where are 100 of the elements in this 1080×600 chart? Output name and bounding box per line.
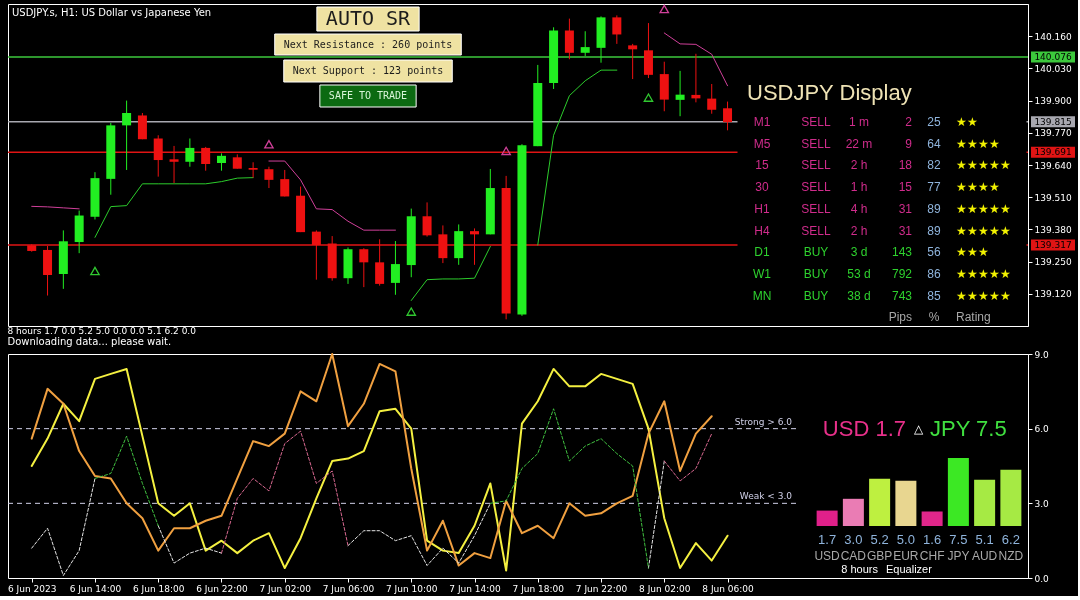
x-tick-label: JPY — [947, 549, 970, 563]
category-label: Rating — [956, 310, 991, 325]
point — [643, 93, 654, 102]
bar — [1000, 469, 1022, 526]
bar — [842, 498, 864, 526]
text: ★★★★★ — [956, 201, 1011, 216]
text: SELL — [801, 158, 831, 173]
text: 1 m — [848, 115, 870, 129]
x-tick-label: 8 Jun 06:00 — [702, 583, 755, 594]
candlestick — [707, 83, 717, 115]
bar — [816, 510, 838, 526]
ref-line-label: Strong > 6.0 — [734, 416, 793, 427]
ref-line-label: 139.815 — [1034, 116, 1072, 127]
bar — [895, 480, 917, 526]
data-label: 5.1 — [975, 532, 994, 547]
candlestick — [201, 146, 211, 172]
point — [501, 146, 511, 156]
annotation: AUTO SR — [325, 6, 412, 30]
y-tick-label: 139.250 — [1034, 257, 1072, 268]
text: USDJPY Display — [747, 80, 912, 105]
y-tick-label: 139.640 — [1034, 160, 1072, 171]
y-tick-label: 139.120 — [1034, 289, 1072, 300]
text: SELL — [801, 136, 831, 151]
text: ★★★★★ — [956, 288, 1011, 303]
text: ★★★★ — [956, 136, 1000, 151]
y-tick-label: 9.0 — [1034, 349, 1050, 360]
x-tick-label: 7 Jun 22:00 — [575, 583, 628, 594]
ref-line-label: 140.076 — [1034, 52, 1072, 63]
text: 4 h — [850, 201, 868, 216]
y-tick-label: 0.0 — [1034, 573, 1050, 584]
candlestick — [564, 18, 574, 60]
x-tick-label: 6 Jun 22:00 — [196, 583, 248, 594]
candlestick — [122, 100, 132, 171]
candlestick — [675, 70, 685, 117]
x-tick-label: 7 Jun 10:00 — [386, 583, 438, 594]
x-tick-label: NZD — [998, 549, 1024, 563]
text: ★★★ — [956, 245, 989, 260]
text: 86 — [927, 266, 941, 281]
bar — [869, 478, 891, 526]
x-tick-label: 8 Jun 02:00 — [639, 583, 691, 594]
data-label: 1.6 — [923, 532, 942, 547]
point — [90, 266, 100, 276]
x-tick-label: CAD — [840, 549, 867, 563]
point — [659, 4, 670, 14]
x-tick-label: 7 Jun 14:00 — [449, 583, 502, 594]
annotation: Next Support : 123 points — [292, 65, 444, 76]
text: ★★ — [956, 115, 978, 129]
candlestick — [137, 112, 147, 140]
data-label: 6.2 — [1001, 532, 1020, 547]
chart-title: 8 hours 1.7 0.0 5.2 5.0 0.0 0.0 5.1 6.2 0.0 — [7, 326, 197, 336]
candlestick — [185, 138, 195, 168]
y-tick-label: 139.900 — [1034, 96, 1072, 107]
candlestick — [723, 101, 733, 131]
text: 89 — [927, 201, 941, 216]
y-tick-label: 140.160 — [1034, 31, 1072, 42]
text: 25 — [927, 115, 941, 129]
text: 2 h — [850, 223, 868, 238]
x-tick-label: AUD — [971, 549, 998, 563]
text: 77 — [927, 180, 941, 195]
text: ★★★★ — [956, 180, 1000, 195]
annotation: 8 hours — [841, 563, 879, 575]
x-tick-label: 6 Jun 18:00 — [133, 583, 185, 594]
annotation: Next Resistance : 260 points — [283, 38, 453, 50]
text: 64 — [927, 136, 941, 151]
x-tick-label: GBP — [866, 549, 893, 563]
candlestick — [422, 201, 432, 238]
text: SELL — [801, 201, 831, 216]
ref-line-label: 139.317 — [1034, 240, 1072, 250]
bar — [921, 511, 943, 526]
y-tick-label: 139.510 — [1034, 192, 1072, 203]
text: 18 — [898, 158, 912, 173]
text: 56 — [927, 245, 941, 260]
data-label: 7.5 — [949, 532, 968, 547]
candlestick — [248, 161, 258, 179]
text: 31 — [898, 201, 912, 216]
text: SELL — [801, 223, 831, 238]
text: BUY — [803, 288, 829, 303]
chart-title: USDJPY.s, H1: US Dollar vs Japanese Yen — [12, 7, 212, 18]
category-label: D1 — [754, 245, 770, 260]
candlestick — [628, 43, 638, 80]
x-tick-label: 7 Jun 06:00 — [322, 583, 375, 594]
text: ★★★★★ — [956, 158, 1011, 173]
x-tick-label: USD — [814, 549, 841, 563]
point — [406, 307, 417, 316]
candlestick — [390, 240, 400, 296]
text: 743 — [891, 288, 912, 303]
data-label: 5.0 — [896, 532, 915, 547]
text: 38 d — [847, 288, 871, 303]
text: 15 — [898, 180, 912, 195]
x-tick-label: 6 Jun 14:00 — [69, 583, 122, 594]
text: 22 m — [845, 136, 873, 151]
category-label: W1 — [753, 266, 771, 281]
text: 2 h — [850, 158, 868, 173]
y-tick-label: 139.770 — [1034, 128, 1072, 139]
candlestick — [612, 14, 622, 45]
bar — [974, 479, 996, 526]
x-tick-label: EUR — [893, 549, 919, 563]
category-label: MN — [752, 288, 772, 303]
text: 53 d — [847, 266, 871, 281]
text: 82 — [927, 158, 941, 173]
